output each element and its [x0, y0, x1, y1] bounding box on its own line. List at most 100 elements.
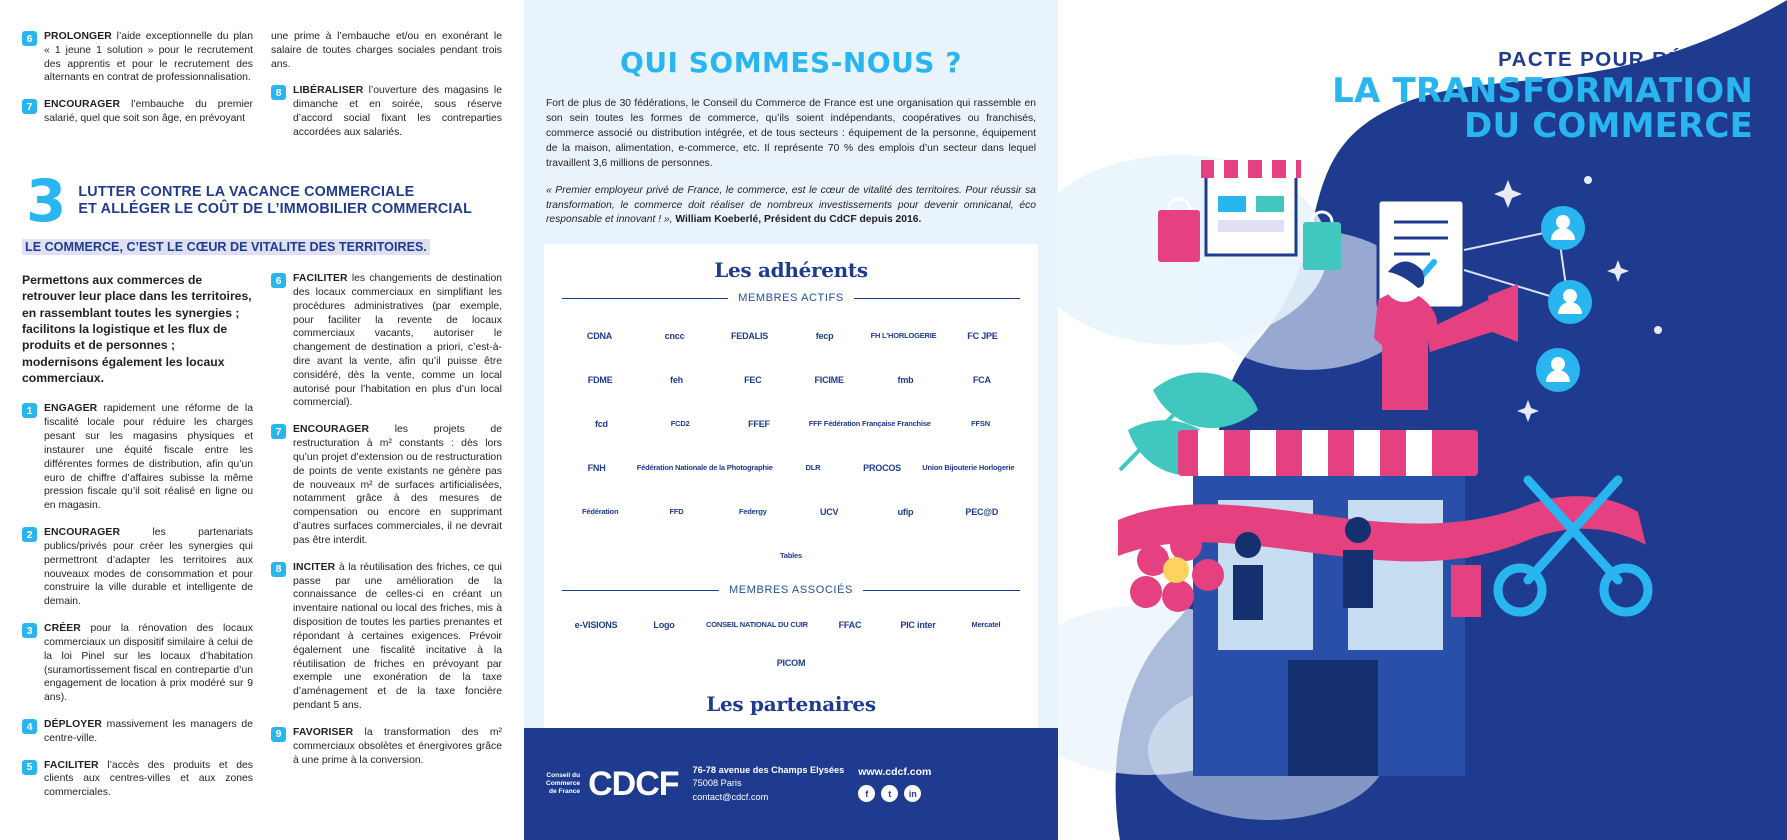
item-text: INCITER à la réutilisation des friches, …	[293, 561, 502, 713]
twitter-icon[interactable]: t	[881, 785, 899, 802]
list-item: 6 PROLONGER l’aide exceptionnelle du pla…	[22, 30, 253, 85]
item-text: une prime à l’embauche et/ou en exonéran…	[271, 31, 502, 70]
item-body: l’aide exceptionnelle du plan « 1 jeune …	[44, 31, 253, 84]
list-item: 8 INCITER à la réutilisation des friches…	[271, 561, 502, 713]
footer-website[interactable]: www.cdcf.com	[858, 766, 932, 778]
membres-actifs-logos: CDNA cncc FEDALIS fecp FH L'HORLOGERIE F…	[562, 314, 1020, 578]
member-logo: FC JPE	[967, 330, 998, 341]
item-keyword: DÉPLOYER	[44, 719, 102, 730]
member-logo: FCA	[972, 374, 991, 385]
list-item: 4 DÉPLOYER massivement les managers de c…	[22, 718, 253, 746]
associate-logo: PIC inter	[900, 619, 936, 630]
associate-logo: CONSEIL NATIONAL DU CUIR	[706, 620, 808, 630]
item-number-badge: 8	[271, 85, 286, 101]
item-keyword: INCITER	[293, 561, 336, 573]
item-keyword: CRÉER	[44, 623, 81, 635]
list-item-continuation: une prime à l’embauche et/ou en exonéran…	[271, 30, 502, 71]
member-logo: FEC	[744, 374, 762, 385]
left-main-col-2: 6 FACILITER les changements de destinati…	[271, 272, 502, 813]
item-text: FACILITER l’accès des produits et des cl…	[44, 759, 253, 800]
left-main-columns: Permettons aux commerces de retrouver le…	[22, 272, 502, 813]
section-title-line-2: ET ALLÉGER LE COÛT DE L’IMMOBILIER COMME…	[78, 201, 473, 218]
left-top-col-1: 6 PROLONGER l’aide exceptionnelle du pla…	[22, 30, 253, 153]
member-logo: PROCOS	[863, 462, 901, 473]
item-keyword: ENCOURAGER	[293, 424, 370, 436]
member-logo: fmb	[897, 374, 914, 385]
associate-logo: FFAC	[838, 619, 862, 630]
list-item: 1 ENGAGER rapidement une réforme de la f…	[22, 402, 253, 513]
associate-logo: PICOM	[776, 657, 806, 668]
membres-associes-logos: e-VISIONS Logo CONSEIL NATIONAL DU CUIR …	[562, 606, 1020, 682]
footer-address-line-1: 76-78 avenue des Champs Elysées	[692, 764, 845, 775]
quote-block: « Premier employeur privé de France, le …	[546, 184, 1036, 229]
list-item: 2 ENCOURAGER les partenariats publics/pr…	[22, 526, 253, 609]
list-item: 9 FAVORISER la transformation des m² com…	[271, 726, 502, 767]
item-text: PROLONGER l’aide exceptionnelle du plan …	[44, 30, 253, 85]
footer-logo-mark: CDCF	[588, 764, 679, 803]
member-logo: cncc	[664, 330, 685, 341]
cover-logo-mark: CDCF	[1625, 744, 1753, 797]
item-body: les partenariats publics/privés pour cré…	[44, 527, 253, 608]
item-keyword: FACILITER	[293, 273, 348, 285]
left-main-col-1: Permettons aux commerces de retrouver le…	[22, 272, 253, 813]
member-logo: FICIME	[814, 374, 844, 385]
item-text: ENGAGER rapidement une réforme de la fis…	[44, 402, 253, 513]
cover-logo-line-3: de France	[1556, 776, 1604, 788]
member-logo: CDNA	[586, 330, 613, 341]
member-logo: fcd	[594, 418, 608, 429]
members-card: Les adhérents MEMBRES ACTIFS CDNA cncc F…	[544, 244, 1038, 789]
footer-logo-line-3: de France	[548, 787, 581, 795]
item-text: ENCOURAGER l’embauche du premier salarié…	[44, 98, 253, 126]
footer-email[interactable]: contact@cdcf.com	[692, 791, 769, 802]
member-logo: Fédération	[581, 507, 619, 517]
member-logo: ufip	[897, 506, 914, 517]
cover-logo-text: Conseil du Commerce de France	[1552, 753, 1604, 789]
list-item: 7 ENCOURAGER l’embauche du premier salar…	[22, 98, 253, 126]
linkedin-icon[interactable]: in	[904, 785, 922, 802]
footer-logo-line-1: Conseil du	[546, 772, 581, 780]
section-heading: 3 LUTTER CONTRE LA VACANCE COMMERCIALE E…	[26, 166, 502, 235]
footer-web-block: www.cdcf.com f t in	[858, 766, 931, 802]
member-logo: fecp	[815, 330, 834, 341]
item-body: l’ouverture des magasins le dimanche et …	[293, 85, 502, 138]
list-item: 7 ENCOURAGER les projets de restructurat…	[271, 423, 502, 547]
footer-logo-line-2: Commerce	[546, 780, 581, 788]
associate-logo: Logo	[653, 619, 675, 630]
list-item: 3 CRÉER pour la rénovation des locaux co…	[22, 622, 253, 705]
item-text: FACILITER les changements de destination…	[293, 272, 502, 410]
cover-illustration	[1058, 0, 1787, 840]
highlight-text: LE COMMERCE, C’EST LE CŒUR DE VITALITE D…	[22, 239, 430, 256]
item-body: l’embauche du premier salarié, quel que …	[44, 99, 253, 125]
associate-logo: Mercatel	[971, 620, 1001, 630]
item-keyword: PROLONGER	[44, 31, 112, 42]
item-keyword: ENGAGER	[44, 403, 98, 415]
item-number-badge: 8	[271, 561, 286, 577]
list-item: 6 FACILITER les changements de destinati…	[271, 272, 502, 410]
member-logo: Fédération Nationale de la Photographie	[636, 463, 773, 473]
quote-author: William Koeberlé, Président du CdCF depu…	[672, 214, 922, 226]
item-number-badge: 1	[22, 403, 37, 419]
section-title-line-1: LUTTER CONTRE LA VACANCE COMMERCIALE	[78, 183, 415, 200]
member-logo: FCD2	[670, 419, 690, 429]
item-text: FAVORISER la transformation des m² comme…	[293, 726, 502, 767]
social-links: f t in	[858, 785, 931, 802]
item-number-badge: 5	[22, 759, 37, 775]
member-logo: UCV	[819, 506, 839, 517]
left-top-columns: 6 PROLONGER l’aide exceptionnelle du pla…	[22, 30, 502, 153]
member-logo: FFSN	[971, 419, 990, 429]
member-logo: FDME	[587, 374, 613, 385]
item-body: les projets de restructuration à m² cons…	[293, 424, 502, 546]
list-item: 8 LIBÉRALISER l’ouverture des magasins l…	[271, 84, 502, 139]
item-number-badge: 2	[22, 527, 37, 543]
item-number-badge: 7	[22, 99, 37, 115]
cover-logo-line-1: Conseil du	[1552, 752, 1604, 764]
item-keyword: ENCOURAGER	[44, 527, 121, 539]
item-body: les changements de destination des locau…	[293, 273, 502, 409]
cover-title-line-1: LA TRANSFORMATION	[1332, 71, 1753, 111]
member-logo: DLR	[805, 463, 821, 473]
item-number-badge: 6	[22, 31, 37, 46]
section-number: 3	[26, 166, 67, 235]
cover-logo: Conseil du Commerce de France CDCF	[1552, 743, 1753, 798]
item-text: DÉPLOYER massivement les managers de cen…	[44, 718, 253, 746]
facebook-icon[interactable]: f	[858, 785, 876, 802]
